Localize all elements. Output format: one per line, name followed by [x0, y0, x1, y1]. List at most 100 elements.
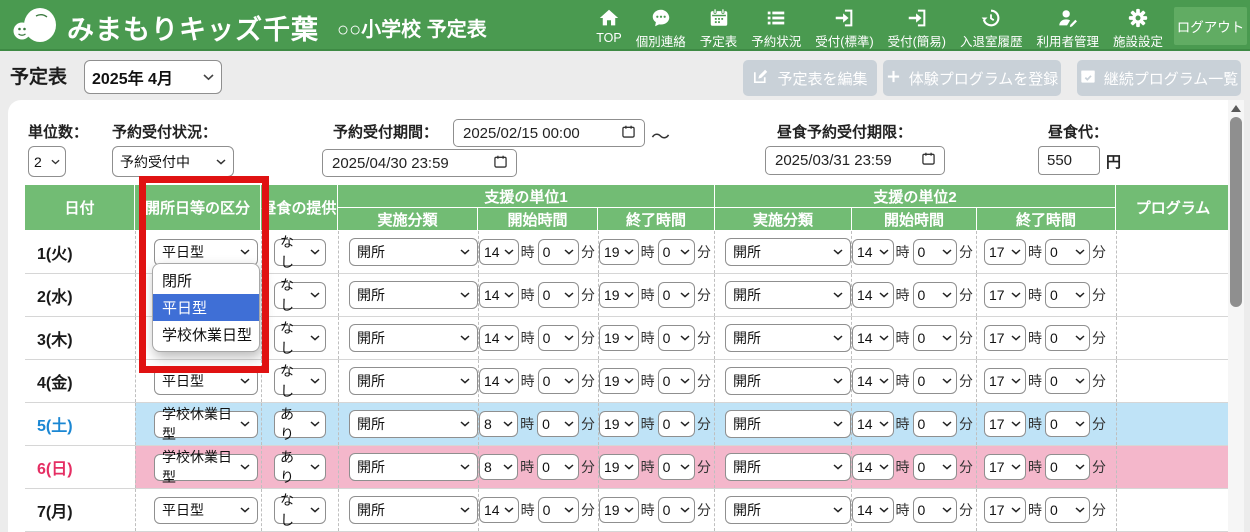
unit1-end-hour-select[interactable]: 19: [599, 282, 639, 308]
unit1-start-minute-select[interactable]: 0: [537, 239, 579, 265]
unit1-end-hour-select[interactable]: 19: [599, 454, 639, 480]
unit2-category-select[interactable]: 開所: [725, 453, 851, 481]
unit2-end-hour-select[interactable]: 17: [984, 282, 1026, 308]
unit2-start-minute-select[interactable]: 0: [912, 368, 957, 394]
unit2-category-select[interactable]: 開所: [725, 324, 851, 352]
calendar-picker-icon[interactable]: [922, 152, 935, 169]
unit1-category-select[interactable]: 開所: [349, 367, 478, 395]
edit-schedule-button[interactable]: 予定表を編集: [743, 60, 877, 96]
unit2-start-minute-select[interactable]: 0: [912, 325, 957, 351]
unit1-start-minute-select[interactable]: 0: [537, 411, 579, 437]
app-logo[interactable]: みまもりキッズ千葉: [12, 5, 319, 50]
unit2-start-hour-select[interactable]: 14: [852, 325, 894, 351]
unit2-end-hour-select[interactable]: 17: [984, 325, 1026, 351]
unit2-start-hour-select[interactable]: 14: [852, 282, 894, 308]
unit1-start-hour-select[interactable]: 14: [479, 497, 519, 523]
unit2-end-minute-select[interactable]: 0: [1045, 239, 1090, 265]
unit2-start-hour-select[interactable]: 14: [852, 368, 894, 394]
day-type-select[interactable]: 平日型: [154, 238, 258, 266]
unit1-category-select[interactable]: 開所: [349, 496, 478, 524]
nav-item-gear[interactable]: 施設設定: [1106, 5, 1170, 52]
unit2-start-minute-select[interactable]: 0: [912, 497, 957, 523]
unit2-end-hour-select[interactable]: 17: [984, 497, 1026, 523]
unit1-end-hour-select[interactable]: 19: [599, 325, 639, 351]
unit1-end-hour-select[interactable]: 19: [599, 411, 639, 437]
unit1-end-hour-select[interactable]: 19: [599, 368, 639, 394]
nav-item-calendar[interactable]: 予定表: [693, 5, 745, 52]
unit1-category-select[interactable]: 開所: [349, 238, 478, 266]
nav-item-home[interactable]: TOP: [589, 5, 628, 47]
unit2-start-minute-select[interactable]: 0: [912, 454, 957, 480]
unit1-end-minute-select[interactable]: 0: [657, 411, 695, 437]
scrollbar-up-arrow[interactable]: [1231, 105, 1241, 112]
unit1-start-minute-select[interactable]: 0: [537, 497, 579, 523]
unit1-end-minute-select[interactable]: 0: [657, 325, 695, 351]
reservation-status-select[interactable]: 予約受付中: [112, 146, 234, 177]
unit1-start-hour-select[interactable]: 14: [479, 282, 519, 308]
day-type-select[interactable]: 学校休業日型: [154, 449, 258, 485]
unit1-end-minute-select[interactable]: 0: [657, 239, 695, 265]
lunch-select[interactable]: なし: [274, 492, 326, 528]
unit2-category-select[interactable]: 開所: [725, 410, 851, 438]
continuous-program-list-button[interactable]: 継続プログラム一覧: [1077, 60, 1241, 96]
lunch-select[interactable]: なし: [274, 320, 326, 356]
dropdown-option[interactable]: 平日型: [153, 294, 259, 321]
lunch-select[interactable]: なし: [274, 234, 326, 270]
unit2-end-hour-select[interactable]: 17: [984, 411, 1026, 437]
unit2-end-hour-select[interactable]: 17: [984, 368, 1026, 394]
month-select[interactable]: 2025年 4月: [84, 60, 222, 94]
unit-count-select[interactable]: 2: [28, 146, 66, 177]
unit1-category-select[interactable]: 開所: [349, 453, 478, 481]
unit1-end-minute-select[interactable]: 0: [657, 368, 695, 394]
reservation-period-from-input[interactable]: 2025/02/15 00:00: [453, 119, 645, 147]
dropdown-option[interactable]: 学校休業日型: [162, 327, 253, 344]
unit1-category-select[interactable]: 開所: [349, 410, 478, 438]
unit1-end-hour-select[interactable]: 19: [599, 497, 639, 523]
lunch-select[interactable]: なし: [274, 277, 326, 313]
nav-item-user-edit[interactable]: 利用者管理: [1029, 5, 1106, 52]
lunch-select[interactable]: あり: [274, 406, 326, 442]
lunch-select[interactable]: あり: [274, 449, 326, 485]
unit2-end-hour-select[interactable]: 17: [984, 239, 1026, 265]
unit2-category-select[interactable]: 開所: [725, 496, 851, 524]
calendar-picker-icon[interactable]: [622, 125, 635, 142]
nav-item-chat[interactable]: 個別連絡: [629, 5, 693, 52]
unit2-end-minute-select[interactable]: 0: [1045, 411, 1090, 437]
unit1-end-hour-select[interactable]: 19: [599, 239, 639, 265]
unit1-start-minute-select[interactable]: 0: [537, 325, 579, 351]
nav-item-sign-in2[interactable]: 受付(簡易): [881, 5, 953, 52]
unit2-start-hour-select[interactable]: 14: [852, 411, 894, 437]
day-type-select[interactable]: 平日型: [154, 496, 258, 524]
unit2-start-hour-select[interactable]: 14: [852, 239, 894, 265]
unit1-start-minute-select[interactable]: 0: [537, 454, 579, 480]
day-type-select[interactable]: 学校休業日型: [154, 406, 258, 442]
lunch-select[interactable]: なし: [274, 363, 326, 399]
scrollbar-thumb[interactable]: [1230, 117, 1242, 307]
unit1-start-hour-select[interactable]: 14: [479, 239, 519, 265]
unit1-start-hour-select[interactable]: 14: [479, 368, 519, 394]
unit1-start-hour-select[interactable]: 8: [479, 454, 519, 480]
unit2-category-select[interactable]: 開所: [725, 238, 851, 266]
unit2-end-hour-select[interactable]: 17: [984, 454, 1026, 480]
unit2-start-minute-select[interactable]: 0: [912, 411, 957, 437]
day-type-select[interactable]: 平日型: [154, 367, 258, 395]
unit2-start-minute-select[interactable]: 0: [912, 239, 957, 265]
nav-item-list[interactable]: 予約状況: [744, 5, 808, 52]
nav-item-history[interactable]: 入退室履歴: [953, 5, 1030, 52]
unit2-start-hour-select[interactable]: 14: [852, 454, 894, 480]
unit2-end-minute-select[interactable]: 0: [1045, 282, 1090, 308]
unit2-end-minute-select[interactable]: 0: [1045, 454, 1090, 480]
unit2-start-hour-select[interactable]: 14: [852, 497, 894, 523]
unit2-start-minute-select[interactable]: 0: [912, 282, 957, 308]
unit2-end-minute-select[interactable]: 0: [1045, 497, 1090, 523]
unit2-category-select[interactable]: 開所: [725, 367, 851, 395]
unit1-start-minute-select[interactable]: 0: [537, 282, 579, 308]
nav-item-sign-in[interactable]: 受付(標準): [808, 5, 880, 52]
unit1-category-select[interactable]: 開所: [349, 324, 478, 352]
reservation-period-to-input[interactable]: 2025/04/30 23:59: [322, 149, 517, 177]
logout-button[interactable]: ログアウト: [1174, 7, 1247, 45]
unit1-end-minute-select[interactable]: 0: [657, 282, 695, 308]
unit1-start-hour-select[interactable]: 14: [479, 325, 519, 351]
register-trial-program-button[interactable]: 体験プログラムを登録: [883, 60, 1061, 96]
calendar-picker-icon[interactable]: [494, 155, 507, 172]
